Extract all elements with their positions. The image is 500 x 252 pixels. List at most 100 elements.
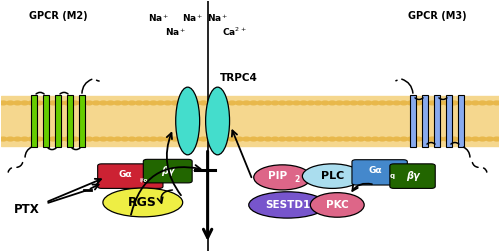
Circle shape (472, 137, 479, 141)
Circle shape (286, 101, 293, 105)
Circle shape (178, 137, 186, 141)
Circle shape (393, 101, 400, 105)
Bar (67, 95, 73, 147)
Circle shape (307, 137, 314, 141)
Circle shape (336, 101, 343, 105)
Ellipse shape (254, 165, 311, 190)
Circle shape (186, 137, 193, 141)
Circle shape (86, 101, 93, 105)
Circle shape (42, 137, 50, 141)
Circle shape (272, 101, 279, 105)
Circle shape (164, 101, 172, 105)
Ellipse shape (310, 193, 364, 217)
Circle shape (14, 137, 21, 141)
Text: Ca$^{2+}$: Ca$^{2+}$ (222, 26, 246, 38)
Circle shape (293, 101, 300, 105)
Circle shape (50, 137, 57, 141)
Circle shape (0, 101, 7, 105)
Circle shape (400, 101, 407, 105)
Circle shape (443, 101, 450, 105)
Ellipse shape (249, 192, 326, 218)
Circle shape (21, 137, 28, 141)
Circle shape (393, 137, 400, 141)
Text: SESTD1: SESTD1 (265, 200, 310, 210)
Circle shape (242, 101, 250, 105)
Bar (434, 95, 440, 147)
Ellipse shape (176, 87, 200, 155)
Circle shape (343, 101, 350, 105)
Text: TRPC4: TRPC4 (220, 73, 258, 83)
Text: GPCR (M2): GPCR (M2) (28, 11, 88, 21)
Circle shape (357, 101, 364, 105)
Text: Na$^+$: Na$^+$ (166, 26, 187, 38)
Circle shape (436, 101, 444, 105)
Circle shape (364, 101, 372, 105)
Circle shape (486, 101, 494, 105)
Circle shape (378, 137, 386, 141)
Circle shape (278, 137, 286, 141)
Circle shape (228, 137, 236, 141)
Circle shape (250, 137, 258, 141)
Circle shape (493, 101, 500, 105)
Circle shape (21, 101, 28, 105)
Circle shape (378, 101, 386, 105)
Bar (0, 96, 500, 146)
Circle shape (250, 101, 258, 105)
Circle shape (128, 137, 136, 141)
Circle shape (257, 101, 264, 105)
Circle shape (486, 137, 494, 141)
Circle shape (71, 101, 78, 105)
Text: 2: 2 (294, 175, 300, 184)
Circle shape (50, 101, 57, 105)
Circle shape (186, 101, 193, 105)
Circle shape (458, 101, 465, 105)
Bar (79, 95, 85, 147)
Circle shape (121, 101, 128, 105)
Circle shape (479, 137, 486, 141)
Circle shape (92, 137, 100, 141)
Circle shape (450, 101, 458, 105)
Circle shape (343, 137, 350, 141)
Circle shape (64, 137, 72, 141)
Bar (31, 95, 37, 147)
Circle shape (64, 101, 72, 105)
Circle shape (257, 137, 264, 141)
Circle shape (78, 137, 86, 141)
Circle shape (221, 101, 228, 105)
Circle shape (171, 101, 178, 105)
Bar (43, 95, 49, 147)
Bar (458, 95, 464, 147)
Circle shape (407, 101, 414, 105)
Circle shape (100, 137, 107, 141)
Circle shape (107, 137, 114, 141)
Circle shape (278, 101, 286, 105)
FancyBboxPatch shape (98, 164, 163, 188)
Circle shape (228, 101, 236, 105)
Circle shape (142, 101, 150, 105)
Circle shape (479, 101, 486, 105)
Circle shape (400, 137, 407, 141)
Circle shape (128, 101, 136, 105)
Circle shape (428, 101, 436, 105)
Ellipse shape (302, 164, 362, 188)
Circle shape (236, 101, 243, 105)
Circle shape (192, 101, 200, 105)
Circle shape (86, 137, 93, 141)
Circle shape (357, 137, 364, 141)
Circle shape (322, 137, 329, 141)
Circle shape (35, 101, 42, 105)
Text: Na$^+$: Na$^+$ (207, 12, 229, 24)
Circle shape (264, 137, 272, 141)
Circle shape (6, 137, 14, 141)
Circle shape (458, 137, 465, 141)
Circle shape (293, 137, 300, 141)
Circle shape (372, 137, 379, 141)
Circle shape (178, 101, 186, 105)
Text: PLC: PLC (320, 171, 344, 181)
Bar (422, 95, 428, 147)
Circle shape (350, 137, 358, 141)
Circle shape (364, 137, 372, 141)
Circle shape (192, 137, 200, 141)
Circle shape (464, 101, 472, 105)
Circle shape (56, 101, 64, 105)
